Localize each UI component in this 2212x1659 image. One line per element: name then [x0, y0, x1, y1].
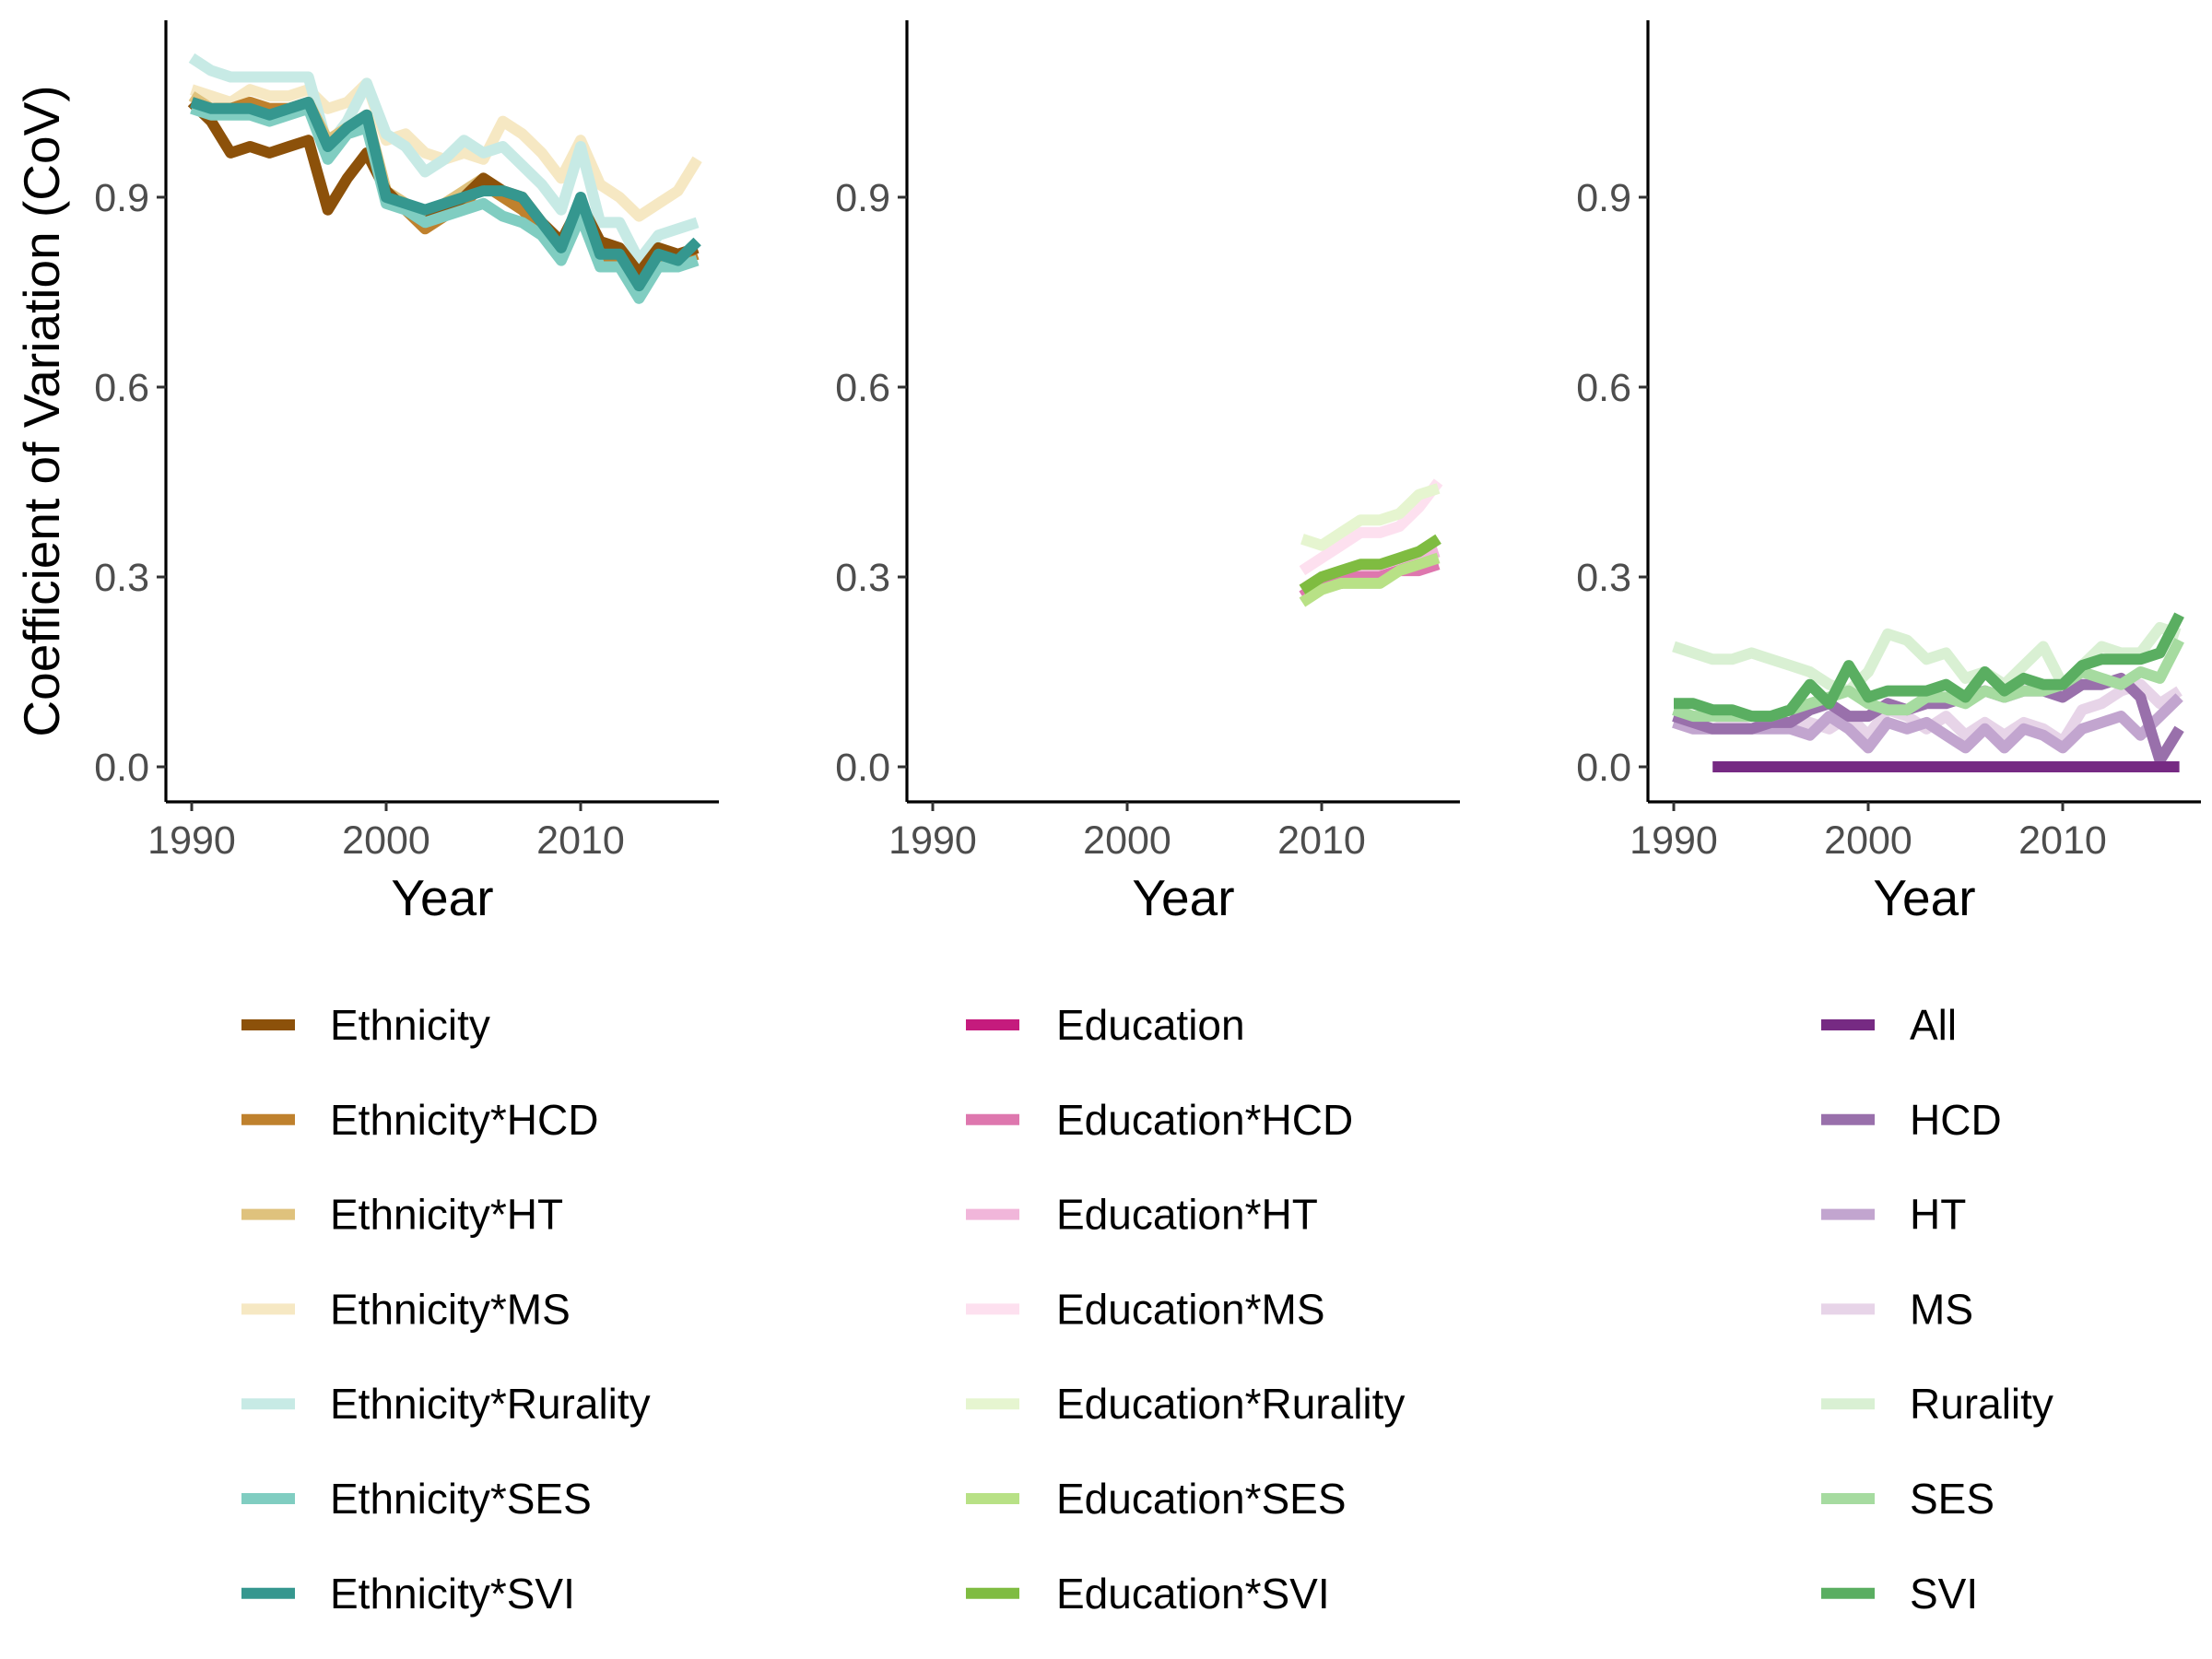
legend-item: Education	[966, 1001, 1245, 1049]
legend-label: Ethnicity*Rurality	[330, 1380, 651, 1428]
legend-item: SES	[1821, 1475, 1994, 1523]
legend-3: All HCD HT MS Rurality SES SVI	[1821, 1001, 2053, 1618]
legend-label: Ethnicity*HT	[330, 1191, 563, 1239]
y-tick-label: 0.0	[835, 746, 890, 790]
panel-1: 0.0 0.3 0.6 0.9 1990 2000 2010 Year Coefficient …	[13, 20, 719, 926]
x-tick-label: 2010	[536, 818, 625, 863]
legend-item: Ethnicity	[241, 1001, 490, 1049]
legend-label: Education	[1056, 1001, 1245, 1049]
legend-item: Ethnicity*Rurality	[241, 1380, 651, 1428]
legend-label: Education*MS	[1056, 1285, 1325, 1333]
legend-label: MS	[1910, 1285, 1973, 1333]
legend-item: Education*Rurality	[966, 1380, 1405, 1428]
series-line-ethnicity-ses	[190, 102, 700, 304]
legend-item: HCD	[1821, 1096, 2002, 1144]
series-line-ethnicity-svi	[190, 97, 701, 292]
y-tick-label: 0.9	[94, 176, 149, 220]
series-line-education-ses	[1299, 552, 1441, 607]
y-tick-label: 0.6	[94, 366, 149, 410]
legend-item: Education*SVI	[966, 1570, 1330, 1618]
y-tick-label: 0.6	[1576, 366, 1631, 410]
legends: Ethnicity Ethnicity*HCD Ethnicity*HT Ethnic…	[241, 1001, 2053, 1618]
x-axis-title: Year	[1132, 869, 1234, 926]
x-axis-title: Year	[391, 869, 493, 926]
series-line-ethnicity-rurality	[188, 53, 700, 266]
legend-label: HCD	[1910, 1096, 2002, 1144]
x-tick-label: 1990	[888, 818, 977, 863]
y-tick-label: 0.6	[835, 366, 890, 410]
legend-item: SVI	[1821, 1570, 1978, 1618]
legend-label: Rurality	[1910, 1380, 2053, 1428]
legend-label: Education*SVI	[1056, 1570, 1330, 1618]
legend-label: Ethnicity	[330, 1001, 490, 1049]
panel-2: 0.0 0.3 0.6 0.9 1990 2000 2010 Year	[835, 20, 1460, 926]
legend-label: Ethnicity*SVI	[330, 1570, 575, 1618]
series-line-rurality	[1672, 621, 2182, 697]
legend-label: Ethnicity*SES	[330, 1475, 592, 1523]
legend-item: Ethnicity*HT	[241, 1191, 563, 1239]
legend-item: Rurality	[1821, 1380, 2053, 1428]
legend-1: Ethnicity Ethnicity*HCD Ethnicity*HT Ethnic…	[241, 1001, 651, 1618]
x-tick-label: 1990	[1630, 818, 1718, 863]
y-tick-label: 0.3	[94, 556, 149, 600]
y-tick-label: 0.0	[94, 746, 149, 790]
legend-label: All	[1910, 1001, 1957, 1049]
x-tick-label: 2010	[2018, 818, 2107, 863]
x-tick-label: 1990	[147, 818, 236, 863]
legend-item: Education*HCD	[966, 1096, 1353, 1144]
series-line-education-ms	[1299, 478, 1443, 576]
legend-item: Education*MS	[966, 1285, 1325, 1333]
legend-label: Education*SES	[1056, 1475, 1347, 1523]
y-axis-title: Coefficient of Variation (CoV)	[13, 85, 70, 736]
legend-item: HT	[1821, 1191, 1966, 1239]
legend-label: Ethnicity*MS	[330, 1285, 571, 1333]
legend-item: Ethnicity*MS	[241, 1285, 571, 1333]
legend-2: Education Education*HCD Education*HT Educat…	[966, 1001, 1405, 1618]
legend-item: Ethnicity*SVI	[241, 1570, 575, 1618]
y-tick-label: 0.9	[1576, 176, 1631, 220]
series-line-ethnicity	[187, 98, 700, 279]
legend-label: SES	[1910, 1475, 1994, 1523]
legend-item: Ethnicity*HCD	[241, 1096, 598, 1144]
panel-3: 0.0 0.3 0.6 0.9 1990 2000 2010 Year	[1576, 20, 2201, 926]
legend-label: Education*Rurality	[1056, 1380, 1405, 1428]
x-tick-label: 2000	[1824, 818, 1912, 863]
legend-label: Education*HCD	[1056, 1096, 1353, 1144]
y-tick-label: 0.3	[835, 556, 890, 600]
y-tick-label: 0.0	[1576, 746, 1631, 790]
legend-item: MS	[1821, 1285, 1973, 1333]
legend-label: HT	[1910, 1191, 1966, 1239]
x-axis-title: Year	[1873, 869, 1975, 926]
x-tick-label: 2000	[1083, 818, 1171, 863]
series-line-svi	[1674, 612, 2184, 723]
panels: 0.0 0.3 0.6 0.9 1990 2000 2010 Year Coefficient …	[13, 20, 2201, 926]
legend-item: Education*HT	[966, 1191, 1318, 1239]
legend-label: SVI	[1910, 1570, 1978, 1618]
legend-label: Education*HT	[1056, 1191, 1318, 1239]
legend-item: Ethnicity*SES	[241, 1475, 592, 1523]
y-tick-label: 0.9	[835, 176, 890, 220]
legend-label: Ethnicity*HCD	[330, 1096, 598, 1144]
legend-item: Education*SES	[966, 1475, 1347, 1523]
legend-item: All	[1821, 1001, 1957, 1049]
series-line-education-rurality	[1300, 483, 1441, 551]
series-line-education-svi	[1299, 534, 1441, 594]
x-tick-label: 2000	[342, 818, 430, 863]
x-tick-label: 2010	[1277, 818, 1366, 863]
y-tick-label: 0.3	[1576, 556, 1631, 600]
